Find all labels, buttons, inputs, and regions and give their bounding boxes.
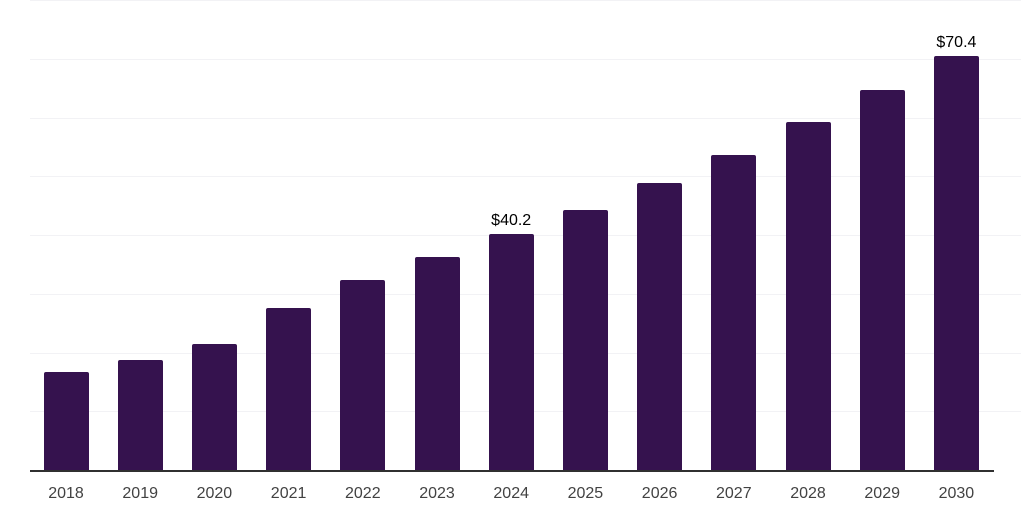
gridline-60 — [30, 118, 1021, 119]
x-tick-label-2020: 2020 — [196, 485, 233, 502]
x-tick-label-2019: 2019 — [122, 485, 158, 502]
bar-2020[interactable] — [192, 344, 237, 470]
x-tick-label-2018: 2018 — [48, 485, 84, 502]
gridline-70 — [30, 59, 1021, 60]
x-tick-label-2022: 2022 — [345, 485, 381, 502]
bar-2021[interactable] — [266, 308, 311, 470]
gridline-50 — [30, 176, 1021, 177]
bar-2023[interactable] — [415, 257, 460, 470]
x-tick-label-2023: 2023 — [419, 485, 455, 502]
bar-2026[interactable] — [637, 183, 682, 470]
x-tick-label-2024: 2024 — [493, 485, 529, 502]
bar-2025[interactable] — [563, 210, 608, 470]
x-axis-line — [30, 470, 994, 472]
bar-2030[interactable] — [934, 56, 979, 470]
x-tick-label-2026: 2026 — [641, 485, 678, 502]
bar-2019[interactable] — [118, 360, 163, 470]
bar-2018[interactable] — [44, 372, 89, 470]
x-tick-label-2029: 2029 — [864, 485, 900, 502]
bar-2029[interactable] — [860, 90, 905, 470]
value-label-2024: $40.2 — [491, 212, 532, 229]
x-tick-label-2027: 2027 — [716, 485, 752, 502]
value-label-2030: $70.4 — [936, 34, 977, 51]
bar-2024[interactable] — [489, 234, 534, 470]
x-tick-label-2030: 2030 — [938, 485, 975, 502]
bar-2022[interactable] — [340, 280, 385, 470]
x-tick-label-2021: 2021 — [270, 485, 307, 502]
x-tick-label-2028: 2028 — [790, 485, 826, 502]
gridline-80 — [30, 0, 1021, 1]
x-tick-label-2025: 2025 — [567, 485, 604, 502]
bar-2028[interactable] — [786, 122, 831, 470]
bar-2027[interactable] — [711, 155, 756, 470]
